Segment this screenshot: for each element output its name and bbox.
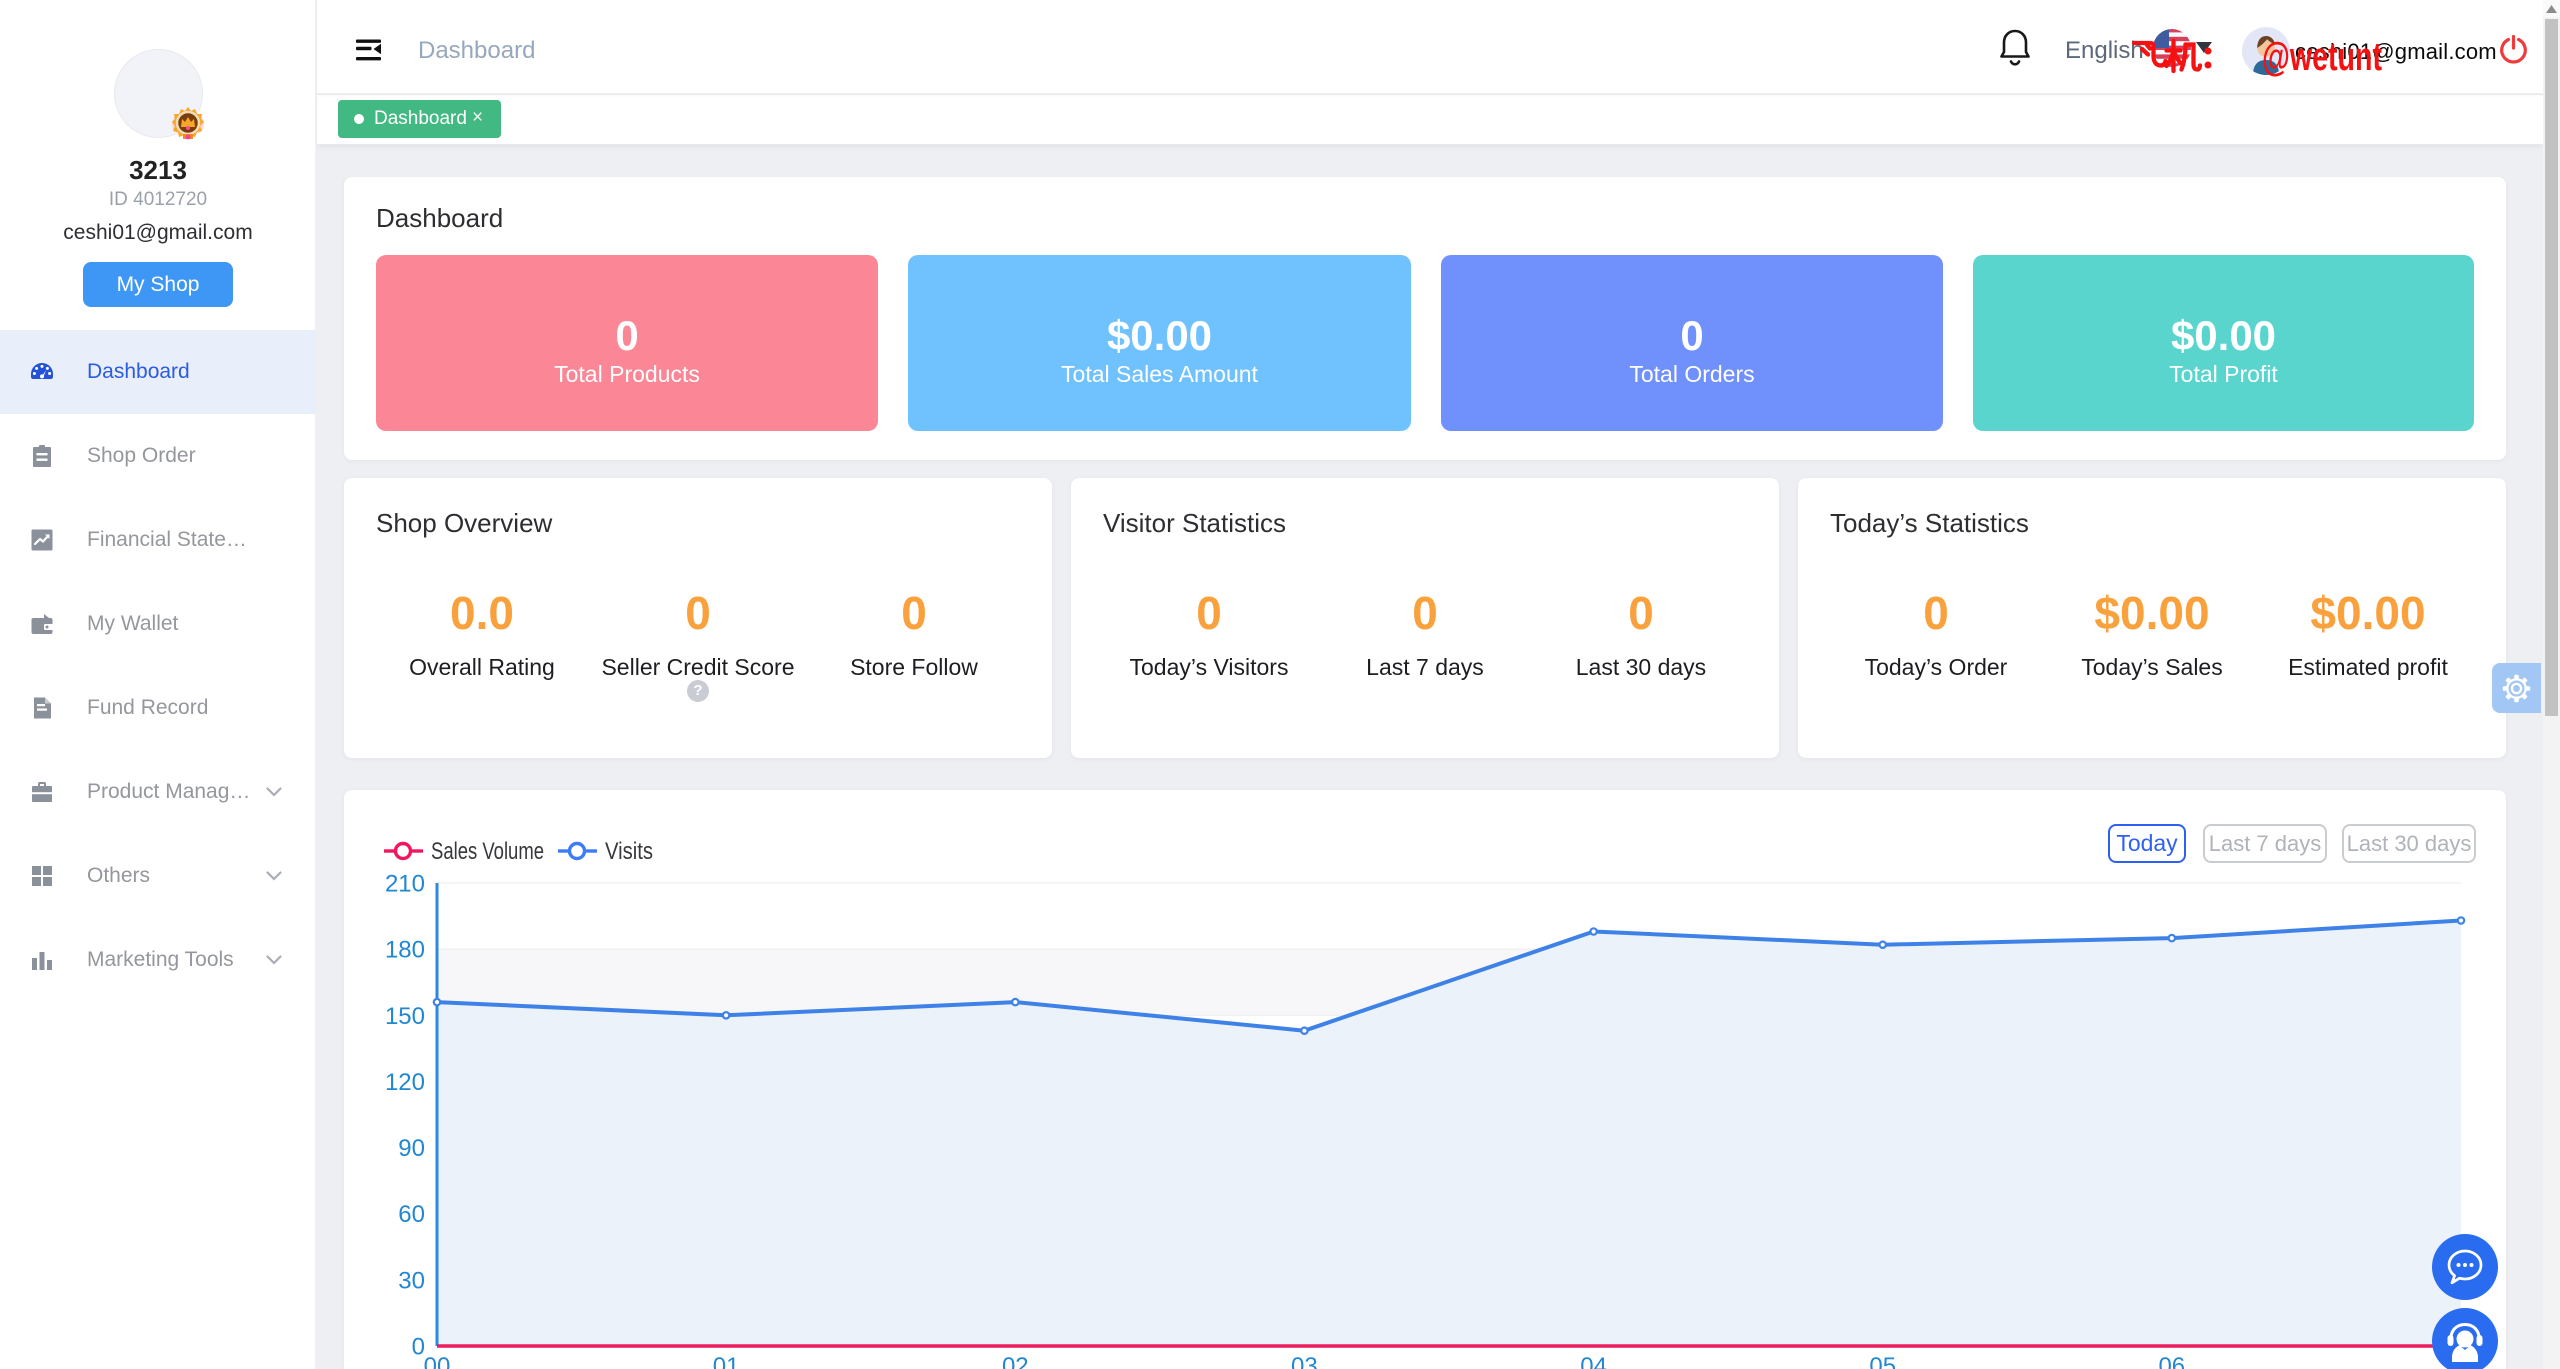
- svg-text:180: 180: [385, 937, 425, 964]
- svg-text:02: 02: [1002, 1353, 1029, 1369]
- svg-text:210: 210: [385, 871, 425, 898]
- svg-text:01: 01: [713, 1353, 740, 1369]
- svg-text:150: 150: [385, 1003, 425, 1030]
- svg-text:60: 60: [398, 1201, 425, 1228]
- svg-text:30: 30: [398, 1267, 425, 1294]
- svg-text:Visits: Visits: [605, 840, 653, 862]
- svg-text:03: 03: [1291, 1353, 1318, 1369]
- svg-text:0: 0: [412, 1334, 425, 1361]
- svg-text:04: 04: [1580, 1353, 1607, 1369]
- svg-text:05: 05: [1869, 1353, 1896, 1369]
- svg-text:Sales Volume: Sales Volume: [431, 840, 544, 862]
- svg-text:@wetunt: @wetunt: [2262, 35, 2382, 79]
- svg-text:06: 06: [2158, 1353, 2185, 1369]
- svg-text:00: 00: [424, 1353, 451, 1369]
- svg-text:90: 90: [398, 1135, 425, 1162]
- svg-text:120: 120: [385, 1069, 425, 1096]
